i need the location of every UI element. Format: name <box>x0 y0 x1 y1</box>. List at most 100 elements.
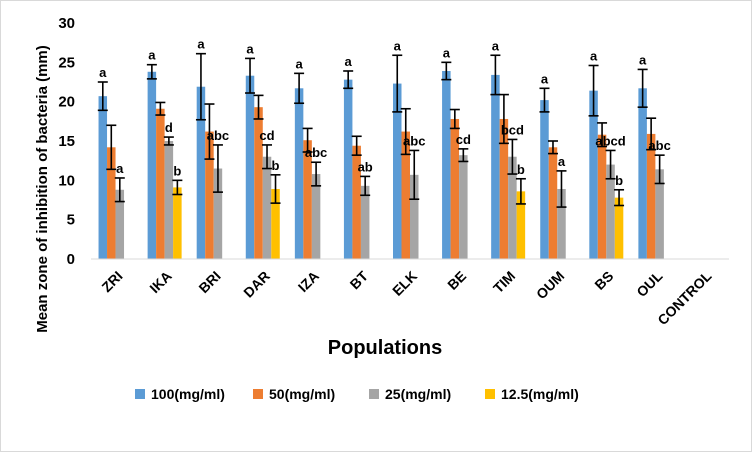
bar <box>164 141 174 259</box>
bar <box>557 188 566 259</box>
bar <box>516 191 526 259</box>
significance-label: a <box>492 38 500 53</box>
bar <box>459 155 468 259</box>
bar <box>352 145 361 259</box>
x-tick-label: IKA <box>146 268 174 296</box>
bar-series-group <box>97 52 665 260</box>
significance-label: bcd <box>501 122 524 137</box>
bar <box>245 75 255 259</box>
legend-swatch <box>369 389 379 399</box>
significance-label: a <box>116 161 124 176</box>
y-axis-ticks: 0 5 10 15 20 25 30 <box>58 15 75 268</box>
significance-label: a <box>443 45 451 60</box>
bar <box>491 74 500 259</box>
bar <box>646 133 656 259</box>
bar <box>508 156 517 259</box>
significance-label: d <box>165 120 173 135</box>
significance-label: a <box>246 41 254 56</box>
bar <box>147 71 157 259</box>
significance-label: a <box>197 37 205 52</box>
significance-label: a <box>590 48 598 63</box>
significance-label: a <box>541 71 549 86</box>
significance-label: abc <box>207 128 229 143</box>
bar <box>262 156 272 259</box>
significance-label: abc <box>648 138 670 153</box>
significance-label: abc <box>403 133 425 148</box>
bar <box>499 118 509 260</box>
legend-label: 25(mg/ml) <box>385 386 451 402</box>
bar <box>401 131 410 259</box>
significance-label: a <box>639 52 647 67</box>
y-tick-label: 15 <box>58 133 75 150</box>
y-tick-label: 20 <box>58 94 75 111</box>
bar <box>450 118 460 260</box>
bar <box>597 134 607 259</box>
legend-swatch <box>253 389 263 399</box>
legend-label: 50(mg/ml) <box>269 386 335 402</box>
bar <box>548 147 558 259</box>
bar <box>589 90 598 259</box>
significance-label: abc <box>305 145 327 160</box>
significance-label: b <box>272 158 280 173</box>
x-tick-label: BT <box>347 267 372 292</box>
significance-label: cd <box>456 132 471 147</box>
bar <box>655 169 664 259</box>
bar <box>107 147 116 259</box>
bar <box>254 107 263 259</box>
bar <box>196 86 206 259</box>
significance-labels: aaadbaabcacdbaabcaabaabcacdabcdbaaaabcdb… <box>99 37 671 188</box>
bar <box>213 168 223 259</box>
legend-swatch <box>135 389 145 399</box>
bar <box>98 96 108 259</box>
significance-label: abcd <box>595 133 625 148</box>
y-axis-title: Mean zone of inhibition of bacteria (mm) <box>34 45 51 333</box>
bar <box>410 174 419 259</box>
bar <box>360 185 370 259</box>
legend-swatch <box>485 389 495 399</box>
x-tick-label: TIM <box>490 268 518 296</box>
x-tick-label: CONTROL <box>654 267 715 328</box>
bar <box>294 88 304 259</box>
significance-label: b <box>173 163 181 178</box>
significance-label: a <box>558 154 566 169</box>
significance-label: a <box>345 54 353 69</box>
x-tick-label: IZA <box>295 268 322 295</box>
x-tick-label: BRI <box>195 268 223 296</box>
x-tick-label: OUL <box>633 267 666 300</box>
significance-label: b <box>615 173 623 188</box>
y-tick-label: 0 <box>67 251 75 268</box>
x-tick-label: BE <box>444 268 469 293</box>
significance-label: a <box>295 56 303 71</box>
bar <box>115 189 125 259</box>
x-tick-label: DAR <box>240 268 273 301</box>
significance-label: ab <box>358 159 373 174</box>
significance-label: a <box>394 38 402 53</box>
bar <box>638 88 647 259</box>
bar <box>205 131 214 259</box>
bar <box>442 70 451 259</box>
legend: 100(mg/ml) 50(mg/ml) 25(mg/ml) 12.5(mg/ml) <box>135 386 579 402</box>
legend-label: 12.5(mg/ml) <box>501 386 579 402</box>
x-tick-label: BS <box>591 268 616 293</box>
bar <box>606 164 615 259</box>
x-tick-label: ELK <box>389 268 420 299</box>
significance-label: cd <box>259 128 274 143</box>
x-tick-label: ZRI <box>98 268 125 295</box>
y-tick-label: 10 <box>58 172 75 189</box>
significance-label: b <box>517 162 525 177</box>
bar <box>343 79 353 259</box>
legend-label: 100(mg/ml) <box>151 386 225 402</box>
y-tick-label: 30 <box>58 15 75 32</box>
bar <box>303 140 312 259</box>
bar <box>393 83 402 259</box>
x-axis-title: Populations <box>328 337 442 359</box>
significance-label: a <box>99 65 107 80</box>
significance-label: a <box>148 48 156 63</box>
bar <box>271 188 280 259</box>
bar <box>311 174 321 259</box>
y-tick-label: 5 <box>67 212 75 229</box>
bar <box>156 108 165 259</box>
